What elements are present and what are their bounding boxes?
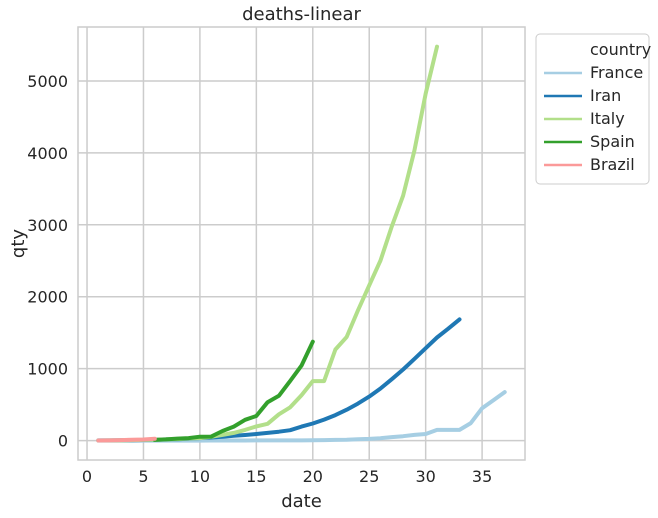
legend-items: France Iran Italy Spain Brazil	[544, 63, 643, 174]
x-tick-label: 0	[82, 467, 92, 486]
x-tick-label: 5	[138, 467, 148, 486]
x-axis-label: date	[281, 491, 322, 512]
legend-entry-label: France	[590, 63, 643, 82]
x-ticks: 0 5 10 15 20 25 30 35	[82, 467, 492, 486]
y-axis-label: qty	[8, 229, 29, 258]
legend-entry-label: Spain	[590, 132, 635, 151]
chart-title: deaths-linear	[242, 4, 361, 25]
x-tick-label: 25	[359, 467, 379, 486]
series-line-spain	[152, 339, 315, 442]
legend-entry-label: Italy	[590, 109, 625, 128]
legend: country France Iran Italy Spain Brazil	[535, 33, 651, 185]
legend-entry-label: Brazil	[590, 155, 635, 174]
y-tick-label: 3000	[27, 216, 68, 235]
y-tick-label: 4000	[27, 144, 68, 163]
y-tick-label: 0	[58, 432, 68, 451]
legend-title: country	[590, 40, 651, 59]
legend-entry-label: Iran	[590, 86, 621, 105]
x-tick-label: 20	[303, 467, 323, 486]
grid	[78, 27, 525, 460]
y-tick-label: 5000	[27, 72, 68, 91]
legend-box	[535, 33, 650, 185]
series-line-france	[96, 390, 507, 443]
x-tick-label: 15	[246, 467, 266, 486]
x-tick-label: 30	[415, 467, 435, 486]
series-lines	[96, 44, 507, 443]
x-tick-label: 10	[190, 467, 210, 486]
y-ticks: 0 1000 2000 3000 4000 5000	[27, 72, 68, 451]
series-line-brazil	[96, 436, 157, 443]
y-tick-label: 1000	[27, 360, 68, 379]
y-tick-label: 2000	[27, 288, 68, 307]
series-line-iran	[96, 317, 462, 443]
x-tick-label: 35	[472, 467, 492, 486]
plot-frame	[77, 26, 526, 461]
